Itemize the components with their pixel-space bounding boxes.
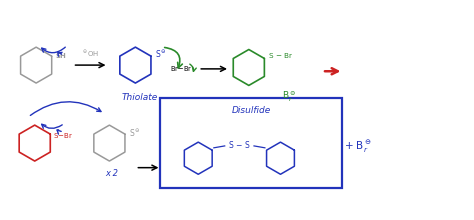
Text: S$\,-\,$Br: S$\,-\,$Br <box>268 51 293 60</box>
Text: S$^\ominus$: S$^\ominus$ <box>155 49 167 60</box>
Text: S$\!-\!$Br: S$\!-\!$Br <box>53 130 73 139</box>
Text: + B$_r^\ominus$: + B$_r^\ominus$ <box>344 139 372 155</box>
Text: $^\ominus$OH: $^\ominus$OH <box>82 49 100 59</box>
Text: Disulfide: Disulfide <box>232 106 271 114</box>
Text: x 2: x 2 <box>105 169 118 178</box>
Text: B$_r^\ominus$: B$_r^\ominus$ <box>282 90 296 104</box>
Text: Br$\!-\!$Br: Br$\!-\!$Br <box>170 64 192 73</box>
Text: S$^\ominus$: S$^\ominus$ <box>129 128 141 139</box>
Text: SH: SH <box>56 53 67 59</box>
Bar <box>160 98 342 188</box>
Text: Thiolate: Thiolate <box>122 93 158 102</box>
Text: S$\,-\,$S: S$\,-\,$S <box>228 139 251 150</box>
